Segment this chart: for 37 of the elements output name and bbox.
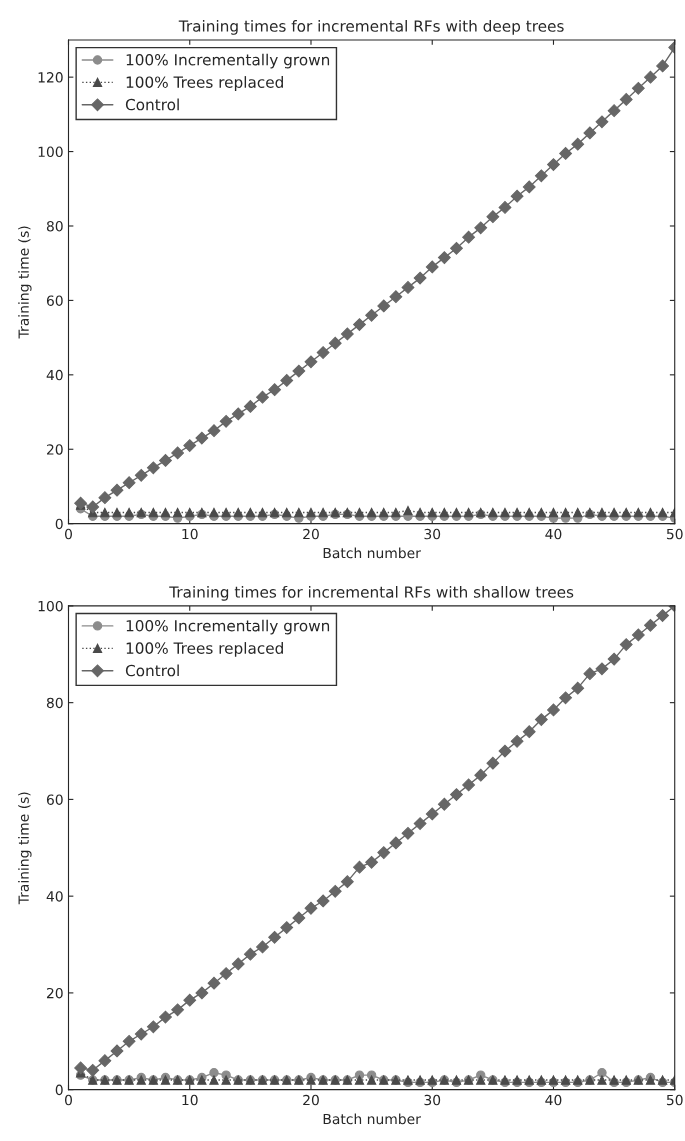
x-tick-label: 30: [424, 1094, 441, 1106]
x-tick-label: 10: [182, 1094, 198, 1106]
y-tick-label: 60: [46, 794, 63, 805]
x-tick-label: 10: [182, 528, 198, 540]
x-tick-label: 50: [666, 1094, 683, 1106]
y-tick-label: 0: [55, 518, 63, 530]
y-axis-title: Training time (s): [18, 226, 32, 339]
x-axis-title: Batch number: [323, 547, 421, 559]
x-tick-label: 30: [424, 528, 441, 540]
y-tick-label: 80: [46, 697, 63, 709]
y-tick-label: 40: [46, 891, 63, 902]
y-tick-label: 20: [46, 987, 63, 999]
legend-label: 100% Trees replaced: [126, 642, 283, 657]
legend-label: Control: [125, 664, 179, 677]
y-tick-label: 80: [46, 220, 63, 232]
y-tick-label: 120: [38, 72, 63, 83]
x-tick-label: 20: [303, 528, 319, 540]
legend-label: Control: [125, 98, 179, 111]
y-tick-label: 60: [46, 295, 63, 306]
x-tick-label: 40: [545, 1094, 562, 1106]
x-axis-title: Batch number: [323, 1113, 421, 1125]
y-tick-label: 40: [46, 369, 63, 381]
x-tick-label: 50: [666, 528, 683, 540]
y-tick-label: 100: [38, 146, 63, 158]
x-tick-label: 40: [545, 528, 562, 540]
legend-label: 100% Trees replaced: [126, 76, 283, 91]
legend-label: 100% Incrementally grown: [126, 53, 330, 69]
y-tick-label: 0: [55, 1084, 63, 1096]
x-tick-label: 0: [65, 528, 72, 540]
y-axis-title: Training time (s): [18, 792, 32, 905]
y-tick-label: 100: [38, 600, 63, 612]
chart-title: Training times for incremental RFs with shallow trees: [169, 585, 574, 601]
chart-title: Training times for incremental RFs with deep trees: [178, 19, 564, 35]
legend-label: 100% Incrementally grown: [126, 619, 330, 635]
x-tick-label: 0: [65, 1094, 72, 1106]
y-tick-label: 20: [46, 444, 63, 455]
x-tick-label: 20: [303, 1094, 319, 1106]
